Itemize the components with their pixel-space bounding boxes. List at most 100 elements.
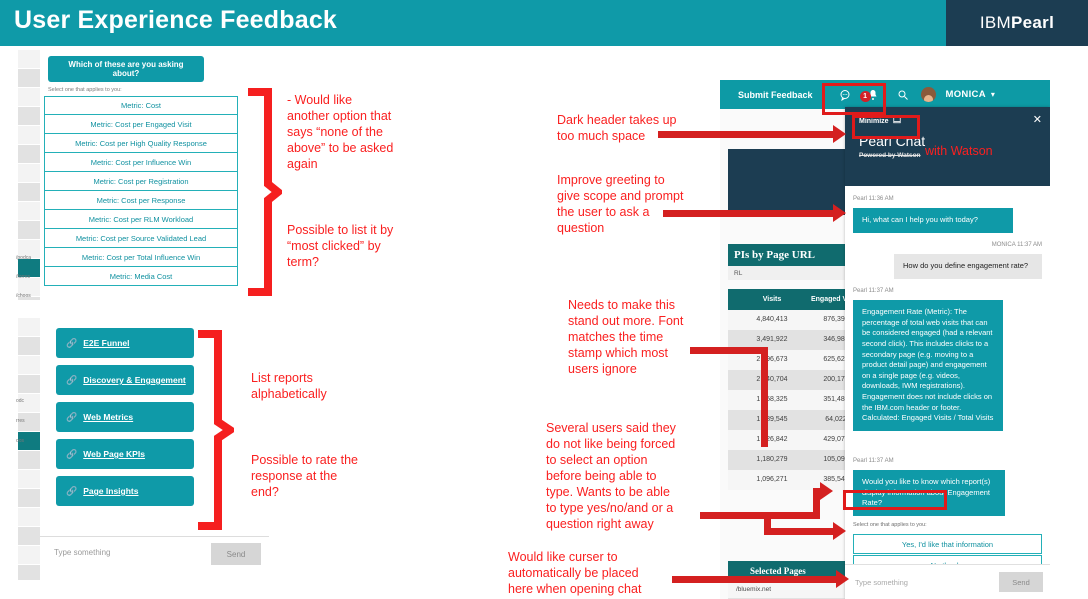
link-icon: 🔗 (66, 337, 78, 348)
report-link-button[interactable]: 🔗 E2E Funnel (56, 328, 194, 358)
cell-visits: 1,589,545 (756, 416, 788, 423)
report-link-label: E2E Funnel (83, 338, 130, 348)
brand-text: IBMPearl (980, 13, 1054, 33)
cell-visits: 1,096,271 (756, 476, 788, 483)
chat-input[interactable]: Type something (855, 578, 908, 587)
message-timestamp: Pearl 11:37 AM (853, 458, 894, 464)
annotation-alphabetical: List reports alphabetically (251, 371, 327, 401)
report-link-button[interactable]: 🔗 Web Page KPIs (56, 439, 194, 469)
option-item[interactable]: Metric: Cost per Engaged Visit (44, 115, 238, 134)
report-link-label: Page Insights (83, 486, 139, 496)
background-row (18, 164, 40, 182)
option-item[interactable]: Metric: Cost per Source Validated Lead (44, 229, 238, 248)
background-row-label: rres (16, 418, 25, 424)
select-hint-label: Select one that applies to you: (48, 87, 122, 93)
background-row (18, 375, 40, 393)
background-row (18, 50, 40, 68)
notification-badge: 1 (859, 90, 871, 102)
option-item[interactable]: Metric: Cost per Registration (44, 172, 238, 191)
cell-engaged-visits: 351,487 (823, 396, 849, 403)
page-url: /bluemix.net (736, 586, 772, 593)
background-row-label: odc (16, 398, 25, 404)
message-timestamp: Pearl 11:37 AM (853, 288, 894, 294)
report-link-button[interactable]: 🔗 Discovery & Engagement (56, 365, 194, 395)
app-header: Submit Feedback 1 MONICA ▾ (720, 80, 1050, 109)
search-icon[interactable] (897, 89, 909, 101)
bot-message: Would you like to know which report(s) d… (853, 470, 1005, 516)
chat-composer: Type something Send (845, 564, 1050, 599)
background-row (18, 259, 40, 277)
option-item[interactable]: Metric: Cost per Influence Win (44, 153, 238, 172)
user-name-label[interactable]: MONICA (945, 89, 986, 100)
background-row-label: /forres (16, 274, 31, 280)
close-icon[interactable]: ✕ (1032, 114, 1042, 126)
background-row (18, 527, 40, 545)
chat-choice-button[interactable]: Yes, I'd like that information (853, 534, 1042, 554)
chat-subtitle: Powered by Watson (859, 152, 921, 159)
submit-feedback-button[interactable]: Submit Feedback (738, 89, 813, 100)
background-row (18, 356, 40, 374)
chat-message-list[interactable]: Pearl 11:36 AM Hi, what can I help you wi… (845, 186, 1050, 575)
message-timestamp: Pearl 11:36 AM (853, 196, 894, 202)
background-row (18, 337, 40, 355)
report-link-label: Web Metrics (83, 412, 134, 422)
cell-engaged-visits: 105,093 (823, 456, 849, 463)
cell-visits: 1,180,279 (756, 456, 788, 463)
option-list: Metric: Cost Metric: Cost per Engaged Vis… (44, 96, 238, 286)
background-row (18, 145, 40, 163)
cell-visits: 1,758,325 (756, 396, 788, 403)
option-item[interactable]: Metric: Cost per RLM Workload (44, 210, 238, 229)
option-item[interactable]: Metric: Media Cost (44, 267, 238, 286)
send-button[interactable]: Send (999, 572, 1043, 592)
screenshot-app-with-chat: Submit Feedback 1 MONICA ▾ PIs by Page U… (720, 80, 1050, 599)
background-row (18, 183, 40, 201)
table-column-header: Engaged Visits (810, 296, 862, 303)
minimize-button[interactable]: Minimize (859, 116, 901, 126)
link-icon: 🔗 (66, 411, 78, 422)
cell-engaged-visits: 346,983 (823, 336, 849, 343)
speech-bubble-icon[interactable] (839, 89, 851, 101)
annotation-rate-response: Possible to rate the response at the end… (251, 453, 359, 499)
option-item[interactable]: Metric: Cost per Total Influence Win (44, 248, 238, 267)
background-row (18, 565, 40, 580)
report-link-label: Web Page KPIs (83, 449, 145, 459)
page-title: User Experience Feedback (14, 6, 338, 34)
option-item[interactable]: Metric: Cost per Response (44, 191, 238, 210)
option-item[interactable]: Metric: Cost per High Quality Response (44, 134, 238, 153)
cell-engaged-visits: 64,022 (825, 416, 847, 423)
background-row (18, 318, 40, 336)
background-row (18, 508, 40, 526)
annotation-most-clicked: Possible to list it by “most clicked” by… (287, 223, 394, 269)
bell-icon[interactable]: 1 (859, 89, 879, 102)
background-row (18, 221, 40, 239)
brand-light: IBM (979, 13, 1012, 32)
background-row (18, 394, 40, 412)
choice-hint-label: Select one that applies to you: (853, 522, 927, 528)
report-link-button[interactable]: 🔗 Page Insights (56, 476, 194, 506)
background-row (18, 202, 40, 220)
send-button[interactable]: Send (211, 543, 261, 565)
avatar[interactable] (920, 87, 936, 102)
pearl-chat-panel: Minimize ✕ Pearl Chat Powered by Watson … (845, 107, 1050, 599)
minimize-icon (892, 116, 901, 126)
report-link-button[interactable]: 🔗 Web Metrics (56, 402, 194, 432)
background-row (18, 413, 40, 431)
background-row (18, 69, 40, 87)
background-row (18, 240, 40, 258)
background-row-label: /podca (16, 255, 32, 261)
chat-title: Pearl Chat (859, 133, 926, 149)
background-row-label: oos (16, 438, 25, 444)
chevron-down-icon[interactable]: ▾ (990, 90, 995, 99)
screenshot-option-list: /podca/forres/choos Which of these are y… (14, 50, 269, 300)
bot-message: Engagement Rate (Metric): The percentage… (853, 300, 1003, 432)
user-message: How do you define engagement rate? (894, 254, 1042, 279)
option-item[interactable]: Metric: Cost (44, 96, 238, 115)
background-column: /podca/forres/choos (14, 50, 40, 300)
chat-input[interactable]: Type something (54, 548, 111, 557)
brand-logo: IBMPearl (946, 0, 1088, 46)
chat-composer: Type something Send (40, 536, 269, 573)
minimize-label: Minimize (859, 117, 889, 125)
link-icon: 🔗 (66, 448, 78, 459)
background-row (18, 278, 40, 296)
background-column: odc rres oos (14, 318, 40, 580)
